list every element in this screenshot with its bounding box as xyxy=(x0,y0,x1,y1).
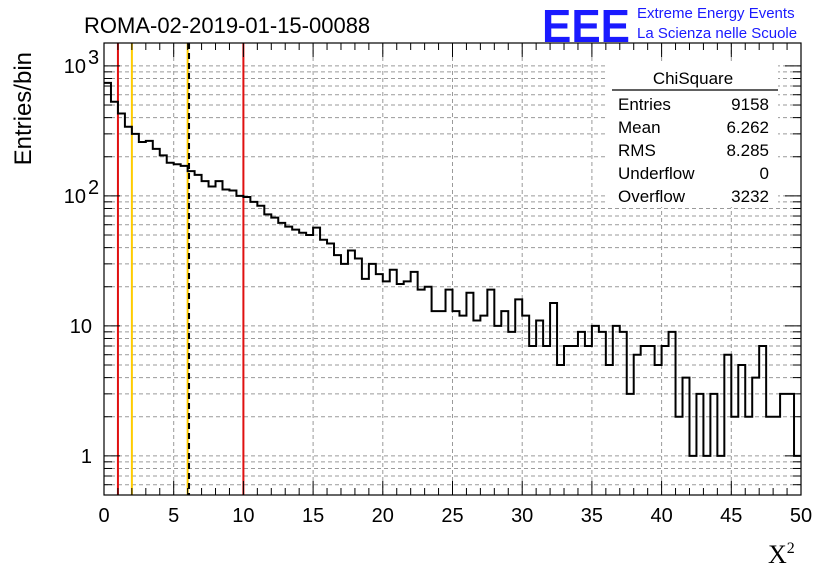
stats-box-background xyxy=(607,63,778,207)
y-tick-label: 1 xyxy=(81,446,92,468)
stats-value: 0 xyxy=(760,164,769,183)
x-tick-label: 15 xyxy=(302,505,324,527)
x-tick-label: 25 xyxy=(441,505,463,527)
stats-value: 3232 xyxy=(731,187,769,206)
x-axis-label: X2 xyxy=(768,540,795,569)
y-tick-label-exponent: 2 xyxy=(88,177,99,199)
stats-label: Mean xyxy=(618,118,661,137)
logo-line-1: Extreme Energy Events xyxy=(637,5,795,22)
x-tick-label: 20 xyxy=(372,505,394,527)
stats-value: 9158 xyxy=(731,95,769,114)
stats-label: Overflow xyxy=(618,187,686,206)
stats-rows: Entries 9158 Mean 6.262 RMS 8.285 Underflow 0 Ov… xyxy=(618,95,769,206)
x-tick-label: 0 xyxy=(98,505,109,527)
x-tick-label: 45 xyxy=(720,505,742,527)
stats-label: RMS xyxy=(618,141,656,160)
stats-label: Underflow xyxy=(618,164,695,183)
axis-ticks xyxy=(103,43,802,496)
logo-line-2: La Scienza nelle Scuole xyxy=(637,25,797,42)
x-tick-label: 10 xyxy=(232,505,254,527)
marker-lines xyxy=(116,43,245,495)
x-tick-label: 35 xyxy=(581,505,603,527)
y-tick-label: 10 xyxy=(70,316,92,338)
y-tick-label: 10 xyxy=(64,186,86,208)
stats-value: 8.285 xyxy=(726,141,769,160)
eee-logo: EEE xyxy=(542,0,630,52)
x-tick-label: 30 xyxy=(511,505,533,527)
y-tick-label: 10 xyxy=(64,56,86,78)
x-axis-label-exponent: 2 xyxy=(787,540,795,557)
stats-box: ChiSquare Entries 9158 Mean 6.262 RMS 8.285 Un… xyxy=(607,63,778,207)
histogram-line xyxy=(104,81,801,457)
y-tick-label-exponent: 3 xyxy=(88,47,99,69)
x-tick-labels: 0 5 10 15 20 25 30 35 40 45 50 xyxy=(98,505,812,527)
x-tick-label: 40 xyxy=(650,505,672,527)
x-tick-label: 50 xyxy=(790,505,812,527)
histogram xyxy=(104,81,801,457)
chart-title: ROMA-02-2019-01-15-00088 xyxy=(84,13,370,38)
x-tick-label: 5 xyxy=(168,505,179,527)
stats-value: 6.262 xyxy=(726,118,769,137)
y-axis-label: Entries/bin xyxy=(10,52,37,165)
stats-label: Entries xyxy=(618,95,671,114)
stats-title: ChiSquare xyxy=(653,69,733,88)
x-axis-label-base: X xyxy=(768,540,787,569)
